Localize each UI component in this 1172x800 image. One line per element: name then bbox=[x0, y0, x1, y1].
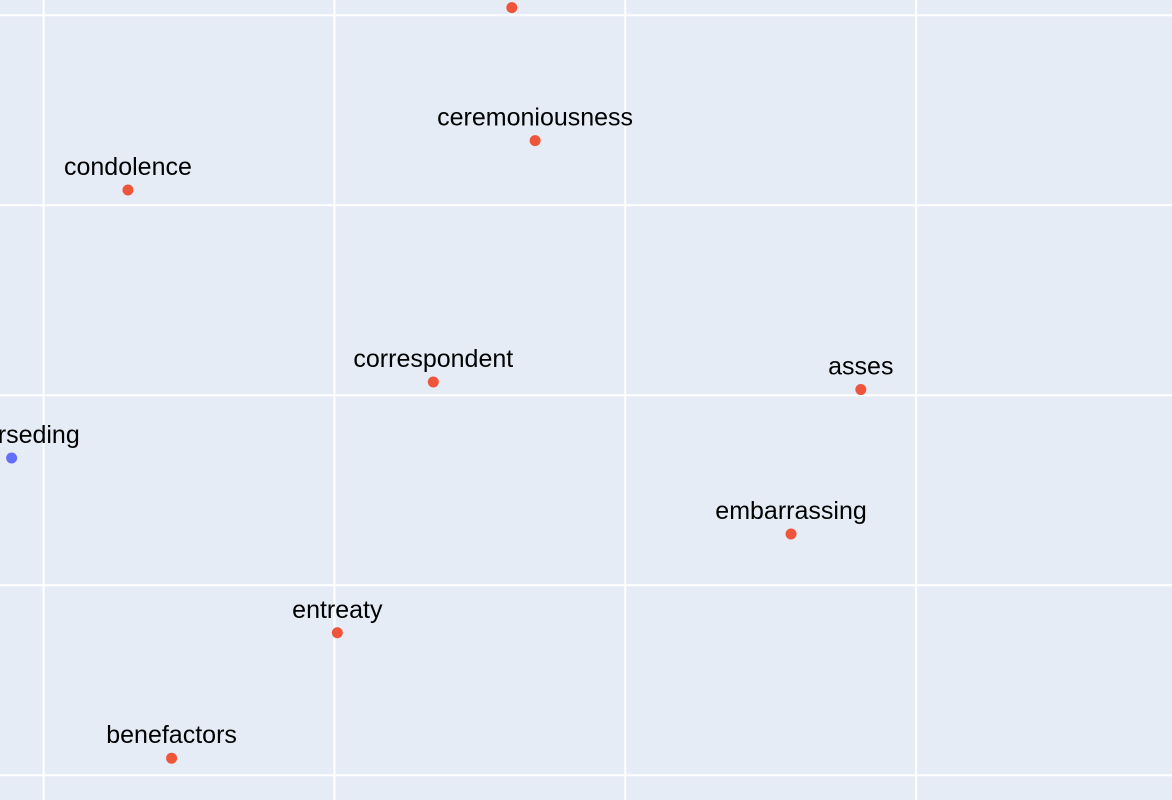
point-label: benefactors bbox=[106, 721, 237, 749]
data-point bbox=[166, 752, 178, 764]
point-label: ceremoniousness bbox=[437, 104, 633, 132]
data-point bbox=[122, 184, 134, 196]
data-point bbox=[6, 452, 18, 464]
data-point bbox=[855, 384, 867, 396]
point-label: superseding bbox=[0, 421, 80, 449]
data-point bbox=[785, 528, 797, 540]
point-label: correspondent bbox=[353, 345, 513, 373]
data-point bbox=[427, 376, 439, 388]
point-label: entreaty bbox=[292, 596, 383, 624]
point-label: condolence bbox=[64, 153, 192, 181]
point-labels: ceremoniousness condolence correspondent as… bbox=[0, 104, 893, 750]
point-label: asses bbox=[828, 353, 893, 381]
data-point bbox=[331, 627, 343, 639]
data-point bbox=[529, 135, 541, 147]
point-label: embarrassing bbox=[715, 497, 866, 525]
data-points bbox=[6, 2, 867, 764]
data-point bbox=[506, 2, 518, 14]
